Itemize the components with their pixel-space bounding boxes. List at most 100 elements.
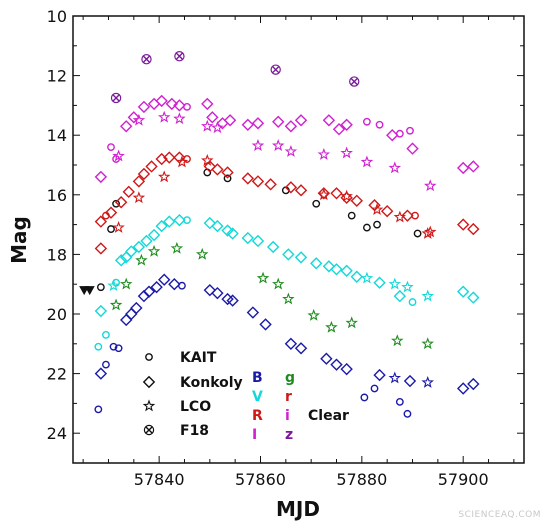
point-I-29	[457, 161, 470, 175]
legend-marker-KAIT	[145, 353, 153, 361]
point-Clear-6	[312, 199, 321, 208]
point-g-5	[195, 247, 209, 260]
point-I-0	[94, 170, 108, 184]
series-g	[109, 241, 434, 350]
point-z-2	[174, 51, 185, 62]
point-B-27	[373, 368, 386, 382]
point-V-3	[107, 279, 120, 292]
point-B-29	[395, 398, 404, 406]
point-r-1	[112, 221, 125, 233]
point-R-0	[94, 215, 108, 228]
point-B-25	[360, 393, 369, 402]
point-I-7	[155, 94, 168, 108]
legend-band-g: g	[285, 370, 295, 386]
y-tick-label-3: 16	[47, 186, 67, 205]
point-g-13	[421, 337, 434, 350]
point-V-31	[388, 277, 402, 290]
point-R-4	[122, 185, 135, 199]
point-B-2	[102, 360, 110, 369]
point-B-0	[94, 405, 103, 414]
point-r-0	[94, 242, 108, 255]
point-I-30	[467, 160, 480, 173]
point-I-1	[107, 143, 115, 152]
x-axis-title: MJD	[276, 497, 320, 521]
legend-band-z: z	[285, 427, 293, 443]
point-R-14	[221, 166, 234, 179]
point-B-34	[467, 377, 480, 391]
point-B-33	[457, 382, 470, 395]
point-I-26	[395, 129, 404, 138]
point-r-10	[424, 225, 437, 238]
point-g-0	[109, 298, 123, 311]
point-V-37	[467, 291, 480, 304]
point-I-19	[294, 114, 308, 127]
point-V-10	[147, 228, 161, 242]
point-V-14	[183, 216, 191, 225]
point-V-1	[94, 304, 108, 318]
point-I-5	[137, 100, 151, 114]
point-R-3	[114, 196, 128, 209]
point-Clear-1	[107, 225, 115, 233]
x-tick-label-2: 57880	[336, 470, 387, 489]
point-I-28	[406, 142, 419, 155]
point-r-2	[132, 191, 146, 204]
point-r-5	[201, 153, 214, 166]
point-I-11	[201, 97, 214, 111]
point-B-12	[168, 278, 181, 291]
point-I-20	[322, 114, 336, 127]
point-R-6	[137, 167, 151, 181]
legend-band-I: I	[252, 427, 257, 443]
point-V-9	[140, 234, 153, 248]
point-Clear-10	[413, 229, 422, 238]
legend-band-R: R	[252, 408, 263, 424]
point-i-2	[157, 110, 171, 123]
data-marks	[79, 51, 480, 418]
point-i-3	[173, 112, 186, 125]
point-B-14	[203, 283, 217, 297]
point-V-20	[251, 234, 265, 248]
y-tick-label-2: 14	[47, 126, 67, 145]
x-tick-label-1: 57860	[235, 470, 286, 489]
point-V-18	[226, 227, 239, 240]
point-R-30	[467, 222, 480, 236]
point-V-2	[102, 330, 110, 339]
point-R-19	[294, 184, 308, 197]
point-z-4	[349, 76, 360, 87]
point-R-5	[132, 175, 146, 188]
legend-label-F18: F18	[180, 423, 209, 439]
point-r-3	[157, 170, 171, 183]
point-V-5	[114, 254, 128, 267]
x-tick-label-3: 57900	[438, 470, 489, 489]
point-Clear-2	[112, 199, 120, 208]
legend-marker-Konkoly	[142, 375, 156, 389]
point-V-19	[241, 231, 255, 245]
legend-marker-LCO	[142, 399, 156, 412]
point-I-10	[183, 102, 191, 111]
point-R-15	[241, 172, 255, 185]
point-Clear-4	[223, 174, 232, 183]
point-R-13	[211, 163, 224, 176]
legend-band-V: V	[252, 389, 263, 405]
point-r-6	[317, 188, 331, 201]
point-B-7	[130, 301, 143, 315]
point-I-12	[206, 111, 219, 124]
point-g-2	[135, 253, 148, 266]
point-I-25	[386, 129, 399, 142]
point-R-21	[330, 187, 343, 200]
point-B-9	[142, 285, 156, 298]
point-r-4	[175, 155, 189, 168]
point-V-21	[266, 240, 280, 254]
point-I-9	[173, 99, 186, 112]
point-V-12	[163, 215, 176, 228]
point-i-8	[284, 145, 298, 157]
legend-band-r: r	[285, 389, 292, 405]
point-i-4	[201, 119, 214, 132]
point-R-7	[145, 160, 158, 173]
point-V-23	[294, 251, 308, 264]
point-V-35	[421, 289, 434, 302]
point-r-9	[393, 210, 407, 223]
point-Clear-9	[373, 220, 381, 229]
point-I-4	[127, 111, 140, 124]
point-V-24	[310, 257, 323, 270]
